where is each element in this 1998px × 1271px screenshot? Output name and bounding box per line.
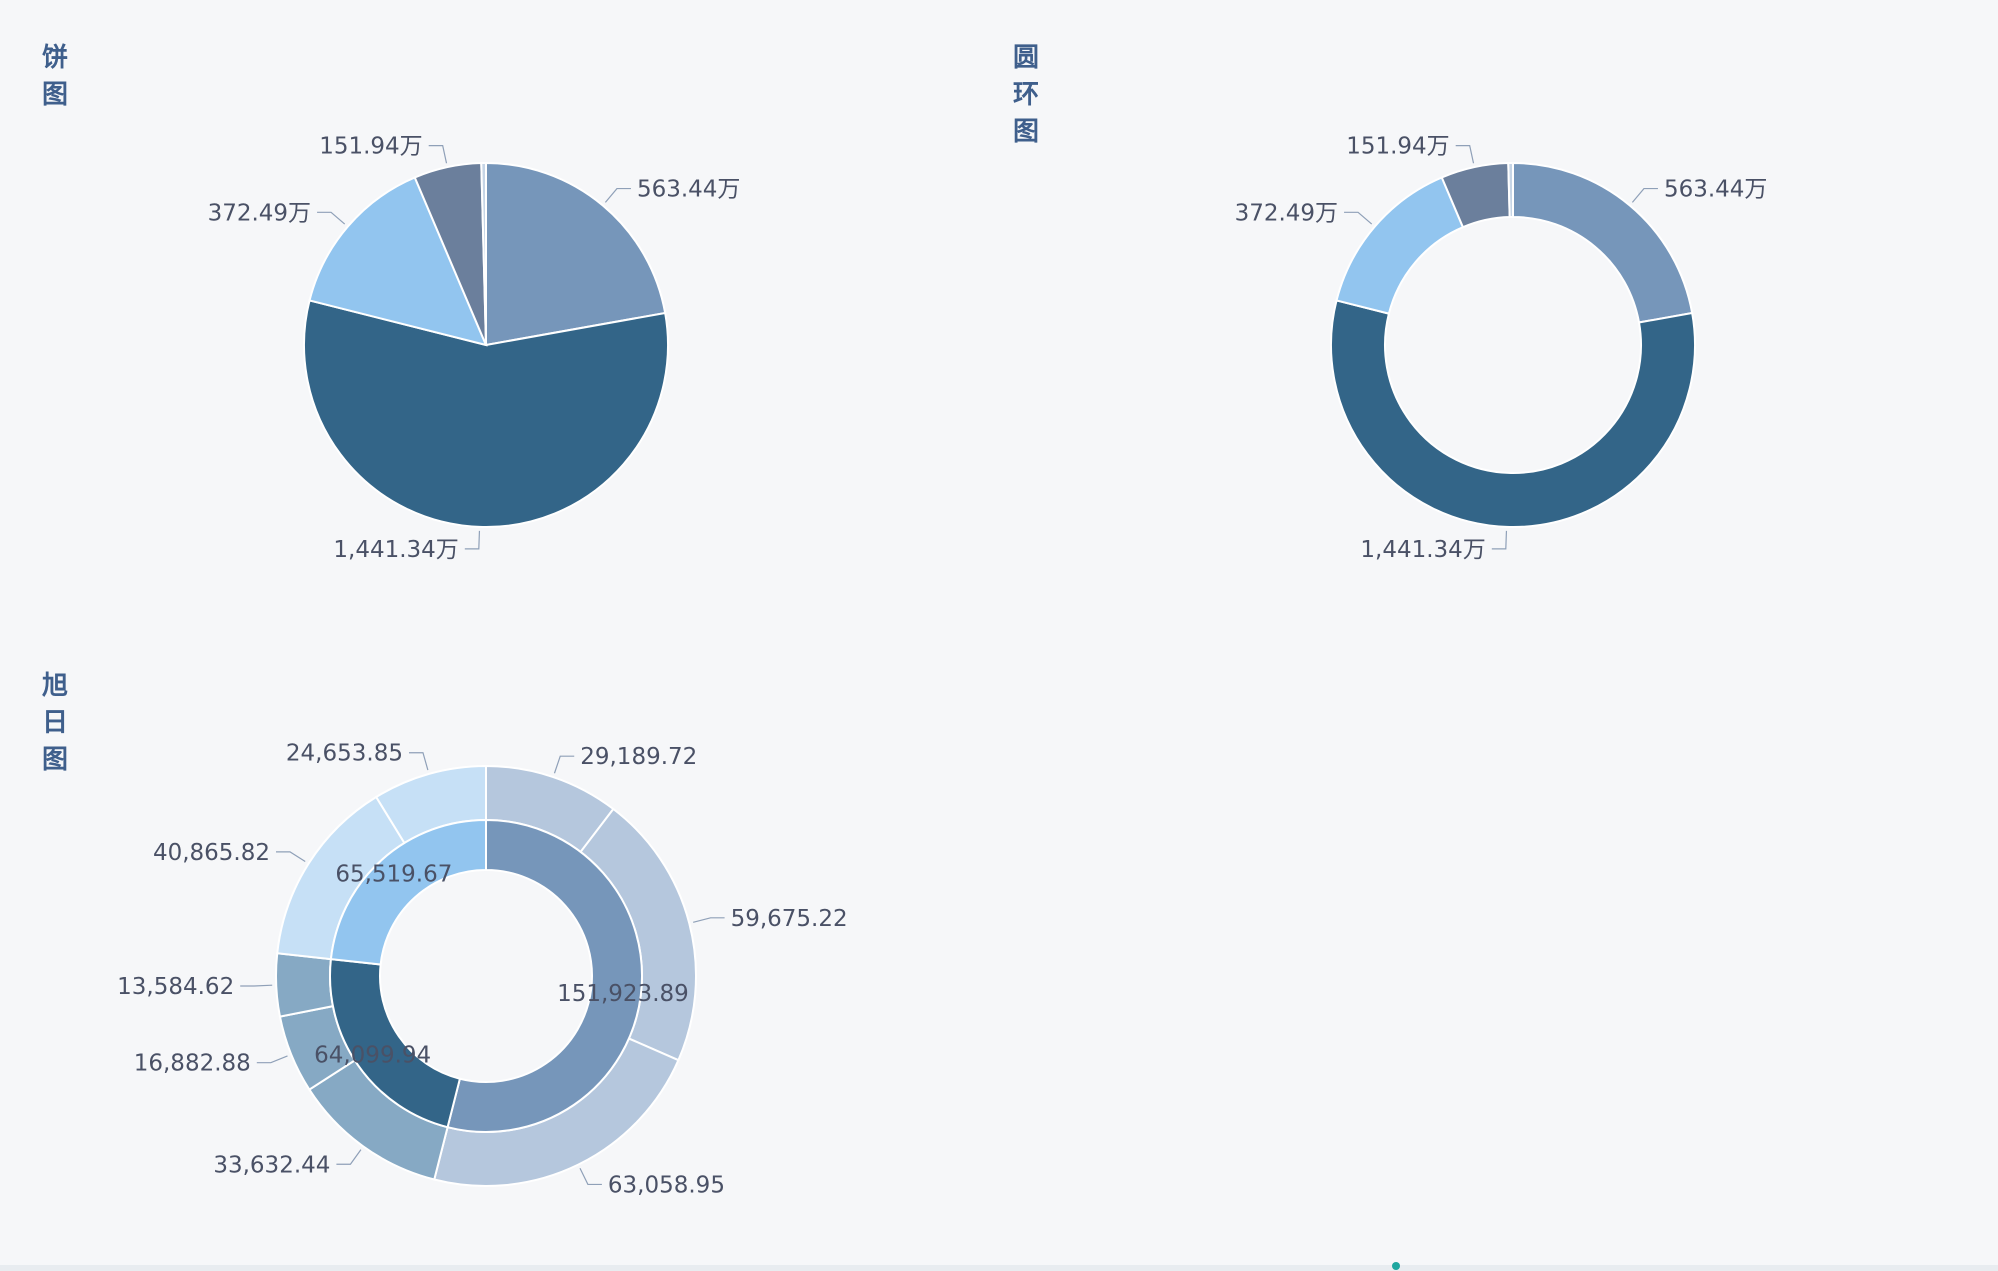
leader-line (604, 187, 631, 203)
data-label: 40,865.82 (153, 840, 270, 866)
leader-line (408, 752, 429, 771)
chart-title: 饼图 (42, 43, 69, 110)
data-label: 151.94万 (319, 134, 422, 160)
slice[interactable] (485, 161, 667, 347)
sunburst-chart: 29,189.72 59,675.22 63,058.95 33,632.44 16,8… (117, 741, 848, 1199)
leader-line (240, 984, 273, 987)
data-label: 151.94万 (1346, 134, 1449, 160)
data-label: 64,099.94 (314, 1043, 431, 1069)
slice[interactable] (329, 818, 487, 966)
data-label: 151,923.89 (557, 981, 689, 1007)
status-dot (1392, 1262, 1400, 1270)
slice[interactable] (303, 299, 669, 528)
data-label: 563.44万 (637, 177, 740, 203)
data-label: 13,584.62 (117, 974, 234, 1000)
leader-line (276, 851, 306, 863)
data-label: 33,632.44 (213, 1152, 330, 1178)
leader-line (336, 1149, 362, 1165)
data-label: 63,058.95 (608, 1172, 725, 1198)
slice[interactable] (480, 161, 487, 346)
data-label: 1,441.34万 (333, 537, 458, 563)
slice[interactable] (1507, 161, 1514, 219)
leader-line (1344, 211, 1373, 225)
data-label: 59,675.22 (731, 906, 848, 932)
data-label: 29,189.72 (580, 744, 697, 770)
slice[interactable] (275, 952, 335, 1018)
slice[interactable] (1330, 299, 1696, 528)
chart-title: 圆环图 (1013, 43, 1040, 147)
leader-line (579, 1167, 602, 1186)
data-label: 372.49万 (208, 200, 311, 226)
leader-line (693, 917, 725, 923)
chart-title: 旭日图 (42, 671, 69, 775)
leader-line (1455, 145, 1475, 164)
leader-line (256, 1055, 288, 1064)
bottom-divider (0, 1265, 1998, 1271)
data-label: 372.49万 (1235, 200, 1338, 226)
slice[interactable] (308, 176, 488, 347)
data-label: 24,653.85 (286, 741, 403, 767)
leader-line (1491, 530, 1508, 550)
leader-line (317, 211, 346, 225)
donut-chart: 563.44万 1,441.34万 372.49万 151.94万 (1235, 134, 1768, 563)
data-label: 563.44万 (1664, 177, 1767, 203)
slice[interactable] (1335, 176, 1465, 315)
leader-line (464, 530, 481, 550)
leader-line (428, 145, 448, 164)
leader-line (1631, 187, 1658, 203)
data-label: 1,441.34万 (1360, 537, 1485, 563)
data-label: 65,519.67 (335, 861, 452, 887)
pie-chart: 563.44万 1,441.34万 372.49万 151.94万 (208, 134, 741, 563)
data-label: 16,882.88 (134, 1051, 251, 1077)
slice[interactable] (446, 818, 643, 1133)
leader-line (553, 755, 575, 774)
